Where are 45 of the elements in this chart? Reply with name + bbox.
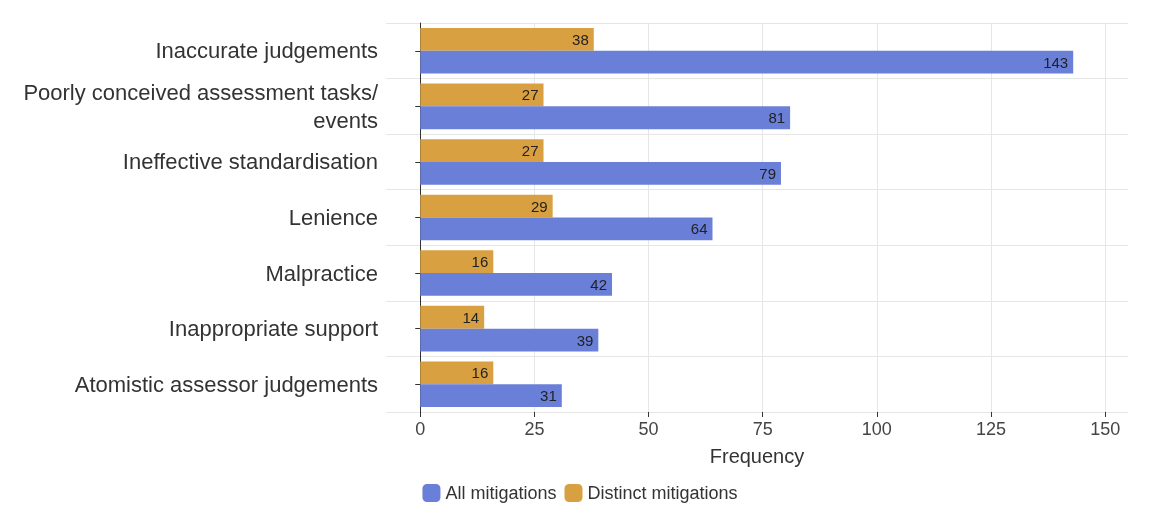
- bar: [420, 217, 713, 241]
- bar: [420, 50, 1074, 74]
- data-label: 143: [1043, 53, 1069, 71]
- data-label: 29: [530, 197, 548, 215]
- bar: [420, 83, 544, 107]
- y-tick-label: Poorly conceived assessment tasks/events: [23, 79, 379, 133]
- y-tick-label: Ineffective standardisation: [122, 149, 378, 175]
- x-tick-label: 50: [638, 419, 659, 439]
- data-label: 16: [471, 364, 489, 382]
- bar: [420, 328, 599, 352]
- bar: [420, 194, 553, 218]
- data-label: 79: [759, 164, 776, 182]
- data-label: 42: [590, 275, 608, 293]
- x-tick-label: 75: [752, 419, 773, 439]
- bar: [420, 28, 594, 51]
- y-tick-label: Lenience: [288, 205, 378, 230]
- y-tick-label: Atomistic assessor judgements: [74, 371, 378, 397]
- data-label: 27: [521, 142, 539, 160]
- bar: [420, 361, 494, 385]
- data-label: 38: [572, 30, 589, 48]
- x-tick-label: 100: [861, 419, 892, 439]
- legend-label: Distinct mitigations: [587, 483, 738, 503]
- data-label: 14: [462, 308, 480, 326]
- x-axis-title: Frequency: [709, 445, 805, 467]
- bar: [420, 106, 791, 130]
- legend-label: All mitigations: [445, 483, 557, 503]
- y-tick-label: Inappropriate support: [168, 316, 378, 342]
- bar: [420, 139, 544, 162]
- data-label: 27: [521, 86, 539, 104]
- x-tick-label: 150: [1090, 419, 1121, 439]
- bar: [420, 273, 613, 296]
- data-label: 81: [768, 109, 786, 127]
- data-label: 16: [471, 253, 489, 271]
- y-tick-label: Malpractice: [265, 260, 378, 286]
- x-tick-label: 0: [415, 419, 426, 439]
- bar: [420, 305, 485, 329]
- data-label: 64: [690, 220, 708, 238]
- data-label: 39: [576, 331, 594, 349]
- bar: [420, 161, 781, 185]
- bar: [420, 384, 562, 407]
- x-tick-label: 25: [524, 419, 545, 439]
- y-tick-label: Inaccurate judgements: [155, 38, 378, 64]
- x-tick-label: 125: [975, 419, 1007, 439]
- bar: [420, 250, 494, 274]
- data-label: 31: [540, 387, 557, 405]
